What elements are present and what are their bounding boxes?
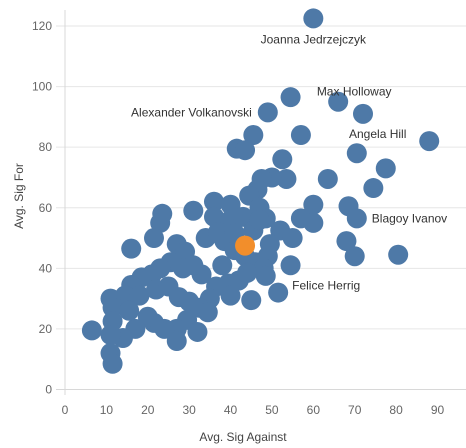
x-tick-label: 80	[389, 403, 403, 417]
data-point[interactable]	[235, 140, 256, 161]
x-tick-label: 0	[62, 403, 69, 417]
y-tick-label: 100	[32, 80, 52, 94]
y-tick-label: 120	[32, 19, 52, 33]
data-point[interactable]	[268, 282, 289, 303]
point-annotation-label: Joanna Jedrzejczyk	[261, 32, 367, 46]
data-point[interactable]	[303, 212, 324, 233]
point-annotation-label: Angela Hill	[349, 127, 406, 141]
data-point[interactable]	[166, 331, 187, 352]
data-point[interactable]	[344, 246, 365, 267]
data-point[interactable]	[280, 255, 301, 276]
point-annotation-label: Felice Herrig	[292, 279, 360, 293]
data-point[interactable]	[388, 244, 409, 265]
data-point[interactable]	[280, 87, 301, 108]
x-tick-label: 30	[182, 403, 196, 417]
data-point[interactable]	[119, 300, 140, 321]
y-axis-title: Avg. Sig For	[12, 163, 26, 229]
data-point[interactable]	[197, 302, 218, 323]
data-points	[81, 8, 440, 374]
x-tick-label: 20	[141, 403, 155, 417]
data-point[interactable]	[187, 321, 208, 342]
data-point[interactable]	[237, 262, 258, 283]
data-point[interactable]	[276, 168, 297, 189]
y-axis-ticks: 0 20 40 60 80 100 120	[32, 19, 52, 397]
x-axis-title: Avg. Sig Against	[199, 430, 287, 444]
highlighted-data-point[interactable]	[235, 235, 256, 256]
data-point[interactable]	[81, 320, 102, 341]
data-point[interactable]	[317, 168, 338, 189]
data-point[interactable]	[137, 306, 158, 327]
data-point[interactable]	[328, 91, 349, 112]
x-tick-label: 40	[224, 403, 238, 417]
data-point[interactable]	[257, 102, 278, 123]
data-point[interactable]	[282, 228, 303, 249]
x-tick-label: 70	[348, 403, 362, 417]
y-tick-label: 40	[39, 261, 53, 275]
data-point[interactable]	[232, 206, 253, 227]
data-point[interactable]	[375, 158, 396, 179]
data-point[interactable]	[183, 200, 204, 221]
data-point[interactable]	[241, 290, 262, 311]
data-point[interactable]	[303, 194, 324, 215]
data-point[interactable]	[220, 194, 241, 215]
data-point[interactable]	[336, 231, 357, 252]
data-point[interactable]	[346, 143, 367, 164]
y-tick-label: 80	[39, 140, 53, 154]
y-tick-label: 0	[45, 383, 52, 397]
x-tick-label: 90	[431, 403, 445, 417]
data-point[interactable]	[100, 324, 121, 345]
data-point[interactable]	[129, 285, 150, 306]
y-tick-label: 60	[39, 201, 53, 215]
data-point[interactable]	[272, 149, 293, 170]
data-point[interactable]	[143, 228, 164, 249]
data-point[interactable]	[220, 285, 241, 306]
data-point[interactable]	[255, 265, 276, 286]
data-point[interactable]	[290, 125, 311, 146]
data-point[interactable]	[353, 103, 373, 124]
data-point[interactable]	[346, 208, 367, 229]
data-point[interactable]	[121, 238, 142, 259]
data-point[interactable]	[150, 212, 171, 233]
data-point[interactable]	[249, 209, 270, 230]
x-tick-label: 10	[100, 403, 114, 417]
data-point[interactable]	[212, 255, 233, 276]
point-annotation-label: Max Holloway	[317, 85, 392, 99]
data-point[interactable]	[303, 8, 324, 29]
data-point[interactable]	[243, 125, 264, 146]
x-tick-label: 60	[307, 403, 321, 417]
data-point[interactable]	[363, 178, 384, 199]
point-annotation-label: Blagoy Ivanov	[372, 211, 447, 225]
point-annotation-label: Alexander Volkanovski	[131, 105, 252, 119]
data-point[interactable]	[102, 353, 123, 374]
x-tick-label: 50	[265, 403, 279, 417]
x-axis-ticks: 0 10 20 30 40 50 60 70 80 90	[62, 403, 445, 417]
point-annotations: Joanna Jedrzejczyk Max Holloway Alexander …	[131, 32, 447, 292]
y-tick-label: 20	[39, 322, 53, 336]
data-point[interactable]	[419, 131, 440, 152]
data-point[interactable]	[204, 206, 224, 227]
data-point[interactable]	[204, 191, 224, 212]
